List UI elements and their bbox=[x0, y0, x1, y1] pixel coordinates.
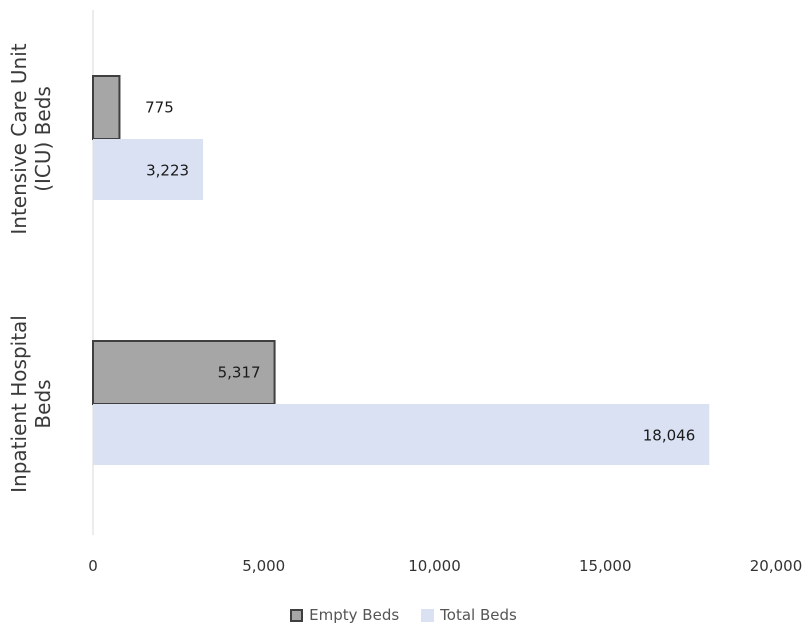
data-label-total-beds-icu: 3,223 bbox=[146, 162, 189, 180]
legend-item-empty-beds: Empty Beds bbox=[290, 606, 399, 624]
x-tick-label: 0 bbox=[88, 557, 98, 575]
x-tick-label: 15,000 bbox=[579, 557, 632, 575]
data-label-empty-beds-icu: 775 bbox=[145, 99, 174, 117]
bar-total-beds-icu bbox=[93, 139, 204, 200]
bar-empty-beds-icu bbox=[92, 75, 121, 140]
category-label-inpatient: Inpatient HospitalBeds bbox=[7, 315, 55, 493]
legend-swatch-empty-beds bbox=[290, 608, 304, 622]
x-tick-label: 20,000 bbox=[750, 557, 803, 575]
legend-swatch-total-beds bbox=[421, 608, 435, 622]
data-label-total-beds-inpatient: 18,046 bbox=[643, 427, 696, 445]
legend-item-total-beds: Total Beds bbox=[421, 606, 517, 624]
bar-total-beds-inpatient bbox=[93, 404, 710, 465]
legend-label-total-beds: Total Beds bbox=[440, 606, 517, 624]
data-label-empty-beds-inpatient: 5,317 bbox=[218, 364, 261, 382]
x-tick-label: 10,000 bbox=[408, 557, 461, 575]
legend-label-empty-beds: Empty Beds bbox=[309, 606, 400, 624]
bar-empty-beds-inpatient bbox=[92, 340, 276, 405]
bar-chart: 775 3,223 Intensive Care Unit(ICU) Beds 5,3… bbox=[7, 10, 803, 575]
category-label-icu: Intensive Care Unit(ICU) Beds bbox=[7, 43, 55, 234]
x-tick-label: 5,000 bbox=[242, 557, 285, 575]
legend: Empty Beds Total Beds bbox=[0, 606, 807, 624]
